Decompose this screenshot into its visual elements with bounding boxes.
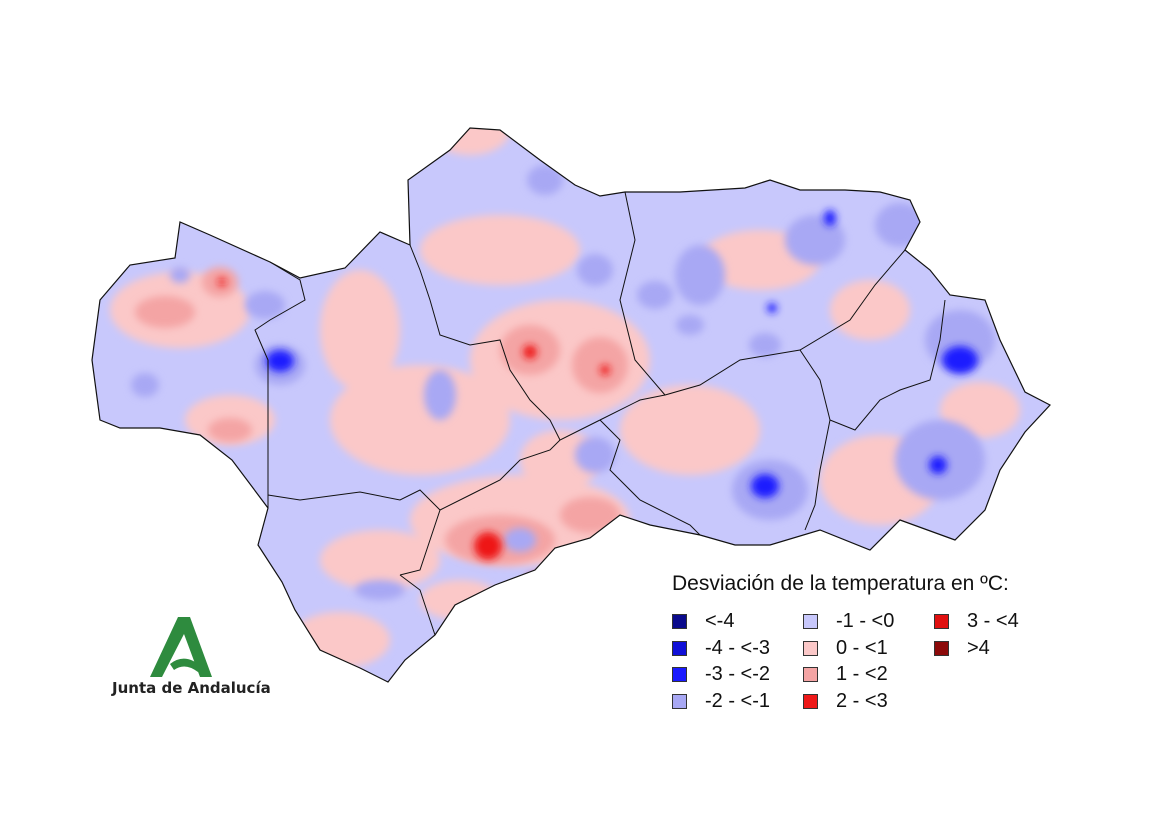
legend-label: 0 - <1 — [836, 636, 888, 659]
legend-item: 3 - <4 — [934, 610, 1019, 632]
region-outline — [91, 127, 1051, 683]
legend-swatch — [672, 640, 687, 656]
legend-item: <-4 — [672, 610, 734, 632]
legend-label: -4 - <-3 — [705, 636, 771, 659]
legend-swatch — [803, 666, 818, 682]
legend-item: -4 - <-3 — [672, 637, 770, 659]
legend-label: 3 - <4 — [967, 609, 1019, 632]
legend-label: -3 - <-2 — [705, 662, 771, 685]
legend-swatch — [934, 613, 949, 629]
legend-swatch — [672, 666, 687, 682]
legend-item: -3 - <-2 — [672, 663, 770, 685]
legend-label: -1 - <0 — [836, 609, 895, 632]
legend-swatch — [803, 613, 818, 629]
legend-swatch — [934, 640, 949, 656]
province-boundaries — [254, 191, 946, 636]
legend-label: -2 - <-1 — [705, 689, 771, 712]
legend-title: Desviación de la temperatura en ºC: — [672, 572, 1009, 595]
legend-item: 0 - <1 — [803, 637, 888, 659]
junta-logo-text: Junta de Andalucía — [112, 679, 271, 697]
junta-logo-icon — [150, 617, 212, 677]
legend-label: 1 - <2 — [836, 662, 888, 685]
legend-item: >4 — [934, 637, 990, 659]
legend-item: 2 - <3 — [803, 690, 888, 712]
legend-item: -2 - <-1 — [672, 690, 770, 712]
legend-label: 2 - <3 — [836, 689, 888, 712]
legend-swatch — [672, 613, 687, 629]
legend-swatch — [672, 693, 687, 709]
temperature-field — [92, 128, 1050, 682]
legend-label: <-4 — [705, 609, 735, 632]
legend-label: >4 — [967, 636, 990, 659]
legend-swatch — [803, 640, 818, 656]
legend-item: 1 - <2 — [803, 663, 888, 685]
legend-item: -1 - <0 — [803, 610, 894, 632]
legend-swatch — [803, 693, 818, 709]
